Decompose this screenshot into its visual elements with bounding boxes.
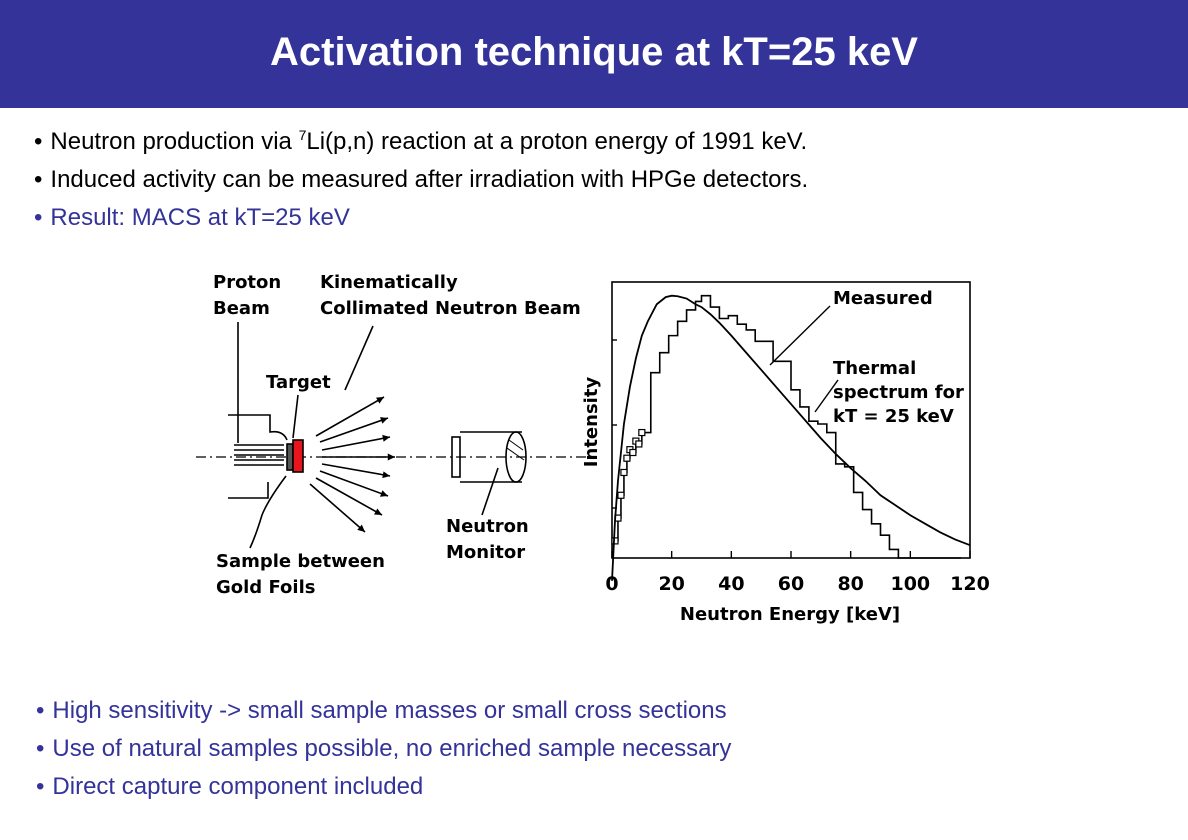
bullet-glyph: • bbox=[36, 735, 45, 762]
gold-foil bbox=[286, 443, 294, 471]
bullet-neutron-production: • Neutron production via 7Li(p,n) reactio… bbox=[34, 116, 808, 161]
sample-label: Sample between bbox=[216, 551, 385, 572]
x-tick-label: 60 bbox=[778, 573, 804, 595]
bullet-text: Result: MACS at kT=25 keV bbox=[50, 204, 350, 231]
monitor-hatch bbox=[506, 439, 525, 461]
x-tick-label: 80 bbox=[837, 573, 863, 595]
neutron-ray-arrow bbox=[321, 463, 391, 477]
thermal-annotation: kT = 25 keV bbox=[833, 406, 954, 427]
bullet-glyph: • bbox=[36, 697, 45, 724]
target-pointer bbox=[292, 394, 299, 439]
spectrum-chart: 0 20 40 60 80 100 120 Neutron Energy [keV] Inten… bbox=[581, 281, 990, 625]
neutron-ray-arrow bbox=[315, 477, 383, 516]
slide-title: Activation technique at kT=25 keV bbox=[270, 30, 918, 74]
beam-tube bbox=[228, 414, 288, 499]
neutron-ray-arrow bbox=[315, 396, 385, 437]
x-tick-label: 100 bbox=[890, 573, 930, 595]
bullet-result: • Result: MACS at kT=25 keV bbox=[34, 199, 808, 237]
x-axis-label: Neutron Energy [keV] bbox=[680, 604, 900, 625]
neutron-beam-label: Kinematically bbox=[320, 272, 458, 293]
thermal-annotation: Thermal bbox=[833, 358, 916, 379]
x-tick-label: 20 bbox=[658, 573, 684, 595]
arrowhead bbox=[357, 524, 365, 532]
neutron-rays bbox=[309, 396, 395, 533]
monitor-label: Monitor bbox=[446, 542, 525, 563]
diagram-labels: Proton Beam Kinematically Collimated Neutro… bbox=[213, 272, 581, 598]
measured-point-marker bbox=[623, 454, 631, 462]
bullet-text: Direct capture component included bbox=[52, 773, 424, 800]
bullet-glyph: • bbox=[36, 773, 45, 800]
top-bullet-list: • Neutron production via 7Li(p,n) reactio… bbox=[34, 116, 808, 237]
isotope-superscript: 7 bbox=[298, 127, 307, 143]
measured-point-marker bbox=[617, 491, 625, 499]
proton-beam-label: Beam bbox=[213, 298, 270, 319]
neutron-ray-arrow bbox=[319, 417, 389, 443]
arrowhead bbox=[382, 471, 390, 479]
bullet-natural-samples: • Use of natural samples possible, no enr… bbox=[36, 730, 731, 768]
target-label: Target bbox=[266, 372, 331, 393]
bullet-glyph: • bbox=[34, 128, 43, 155]
thermal-annotation: spectrum for bbox=[833, 382, 964, 403]
monitor-label: Neutron bbox=[446, 516, 529, 537]
sample-label: Gold Foils bbox=[216, 577, 315, 598]
arrowhead bbox=[387, 453, 395, 461]
neutron-ray-arrow bbox=[309, 483, 366, 533]
bullet-text: Li(p,n) reaction at a proton energy of 1… bbox=[306, 128, 808, 155]
arrowhead bbox=[382, 434, 390, 442]
neutron-ray-arrow bbox=[319, 470, 389, 497]
sample-pointer bbox=[249, 475, 287, 549]
measured-annotation-pointer bbox=[769, 305, 831, 366]
neutron-beam-pointer bbox=[344, 325, 374, 391]
bullet-text: Neutron production via bbox=[50, 128, 299, 155]
x-tick-label: 40 bbox=[718, 573, 744, 595]
bullet-text: Induced activity can be measured after i… bbox=[50, 166, 809, 193]
bullet-direct-capture: • Direct capture component included bbox=[36, 768, 731, 806]
monitor-end-cap bbox=[505, 431, 527, 483]
measured-point-marker bbox=[620, 468, 628, 477]
monitor-face bbox=[451, 436, 461, 478]
measured-point-marker bbox=[638, 428, 646, 437]
arrowhead bbox=[374, 508, 382, 515]
y-axis-label: Intensity bbox=[581, 377, 602, 468]
neutron-monitor-icon bbox=[451, 431, 527, 483]
bullet-text: High sensitivity -> small sample masses … bbox=[52, 697, 727, 724]
measured-annotation: Measured bbox=[833, 288, 933, 309]
monitor-pointer bbox=[481, 467, 499, 516]
arrowhead bbox=[380, 417, 388, 424]
bullet-text: Use of natural samples possible, no enri… bbox=[52, 735, 732, 762]
measured-point-marker bbox=[635, 440, 643, 448]
thermal-annotation-pointer bbox=[814, 379, 839, 413]
bottom-bullet-list: • High sensitivity -> small sample masses… bbox=[36, 692, 731, 806]
bullet-glyph: • bbox=[34, 166, 43, 193]
experimental-setup-diagram bbox=[196, 322, 590, 549]
bullet-high-sensitivity: • High sensitivity -> small sample masses… bbox=[36, 692, 731, 730]
x-tick-label: 0 bbox=[605, 573, 618, 595]
proton-beam-label: Proton bbox=[213, 272, 281, 293]
monitor-body bbox=[460, 431, 522, 483]
title-bar: Activation technique at kT=25 keV bbox=[0, 0, 1188, 108]
bullet-induced-activity: • Induced activity can be measured after … bbox=[34, 161, 808, 199]
neutron-beam-label: Collimated Neutron Beam bbox=[320, 298, 581, 319]
x-tick-label: 120 bbox=[950, 573, 990, 595]
neutron-ray-arrow bbox=[321, 436, 391, 451]
arrowhead bbox=[380, 490, 388, 497]
bullet-glyph: • bbox=[34, 204, 43, 231]
measured-point-marker bbox=[629, 448, 637, 457]
target-sample bbox=[292, 439, 304, 473]
arrowhead bbox=[376, 397, 384, 404]
thermal-spectrum-series bbox=[611, 294, 971, 581]
